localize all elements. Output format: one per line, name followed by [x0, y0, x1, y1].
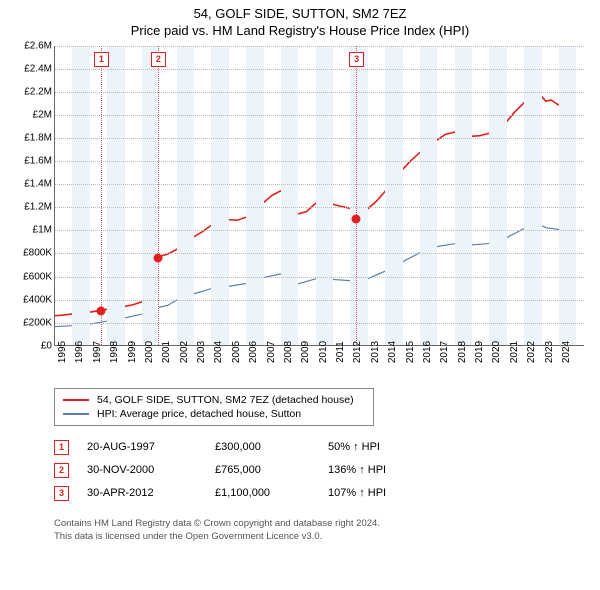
- footer: Contains HM Land Registry data © Crown c…: [54, 517, 592, 544]
- legend-label-hpi: HPI: Average price, detached house, Sutt…: [97, 408, 301, 420]
- legend-swatch-price-paid: [63, 399, 89, 401]
- xtick-label: 2005: [231, 341, 242, 363]
- xtick-label: 2000: [144, 341, 155, 363]
- gridline-h: [55, 46, 584, 47]
- gridline-h: [55, 138, 584, 139]
- sale-vertical: [158, 46, 159, 345]
- sale-dot-3: [352, 214, 361, 223]
- sale-delta: 107% ↑ HPI: [328, 487, 428, 499]
- xtick-label: 2013: [370, 341, 381, 363]
- xtick-label: 2021: [509, 341, 520, 363]
- gridline-h: [55, 230, 584, 231]
- sale-price: £300,000: [215, 441, 310, 453]
- gridline-h: [55, 277, 584, 278]
- xtick-label: 2016: [422, 341, 433, 363]
- footer-line2: This data is licensed under the Open Gov…: [54, 531, 322, 542]
- legend-label-price-paid: 54, GOLF SIDE, SUTTON, SM2 7EZ (detached…: [97, 394, 354, 406]
- xtick-label: 2002: [179, 341, 190, 363]
- sale-vertical: [356, 46, 357, 345]
- gridline-h: [55, 184, 584, 185]
- sale-price: £1,100,000: [215, 487, 310, 499]
- sales-table: 1 20-AUG-1997 £300,000 50% ↑ HPI 2 30-NOV-200…: [54, 436, 592, 505]
- xtick-label: 2012: [352, 341, 363, 363]
- sale-dot-1: [96, 307, 105, 316]
- sale-badge-3: 3: [54, 486, 69, 501]
- sale-badge-1: 1: [54, 440, 69, 455]
- sale-price: £765,000: [215, 464, 310, 476]
- gridline-h: [55, 115, 584, 116]
- ytick-label: £400K: [8, 294, 52, 305]
- sale-delta: 50% ↑ HPI: [328, 441, 428, 453]
- sale-date: 30-APR-2012: [87, 487, 197, 499]
- xtick-label: 1997: [92, 341, 103, 363]
- ytick-label: £2M: [8, 110, 52, 121]
- xtick-label: 1995: [57, 341, 68, 363]
- chart-title: 54, GOLF SIDE, SUTTON, SM2 7EZ Price pai…: [8, 6, 592, 40]
- xtick-label: 2022: [526, 341, 537, 363]
- ytick-label: £2.2M: [8, 86, 52, 97]
- ytick-label: £0: [8, 340, 52, 351]
- sale-badge-3: 3: [349, 52, 364, 67]
- xtick-label: 2006: [248, 341, 259, 363]
- gridline-h: [55, 300, 584, 301]
- gridline-h: [55, 92, 584, 93]
- chart-area: 1 2 3 £0 £200K £400K £600K £800K £1M £1.2M £1.4M £…: [8, 46, 592, 386]
- xtick-label: 2007: [266, 341, 277, 363]
- gridline-h: [55, 69, 584, 70]
- xtick-label: 2015: [405, 341, 416, 363]
- xtick-label: 2010: [318, 341, 329, 363]
- legend: 54, GOLF SIDE, SUTTON, SM2 7EZ (detached…: [54, 388, 374, 426]
- sale-badge-2: 2: [151, 52, 166, 67]
- plot-region: 1 2 3: [54, 46, 584, 346]
- xtick-label: 2003: [196, 341, 207, 363]
- sales-row: 2 30-NOV-2000 £765,000 136% ↑ HPI: [54, 459, 592, 482]
- xtick-label: 2020: [491, 341, 502, 363]
- gridline-h: [55, 207, 584, 208]
- xtick-label: 2023: [544, 341, 555, 363]
- title-line2: Price paid vs. HM Land Registry's House …: [131, 23, 469, 38]
- xtick-label: 2008: [283, 341, 294, 363]
- ytick-label: £600K: [8, 271, 52, 282]
- chart-container: 54, GOLF SIDE, SUTTON, SM2 7EZ Price pai…: [0, 0, 600, 590]
- sale-date: 30-NOV-2000: [87, 464, 197, 476]
- sale-badge-1: 1: [94, 52, 109, 67]
- ytick-label: £2.6M: [8, 40, 52, 51]
- sales-row: 1 20-AUG-1997 £300,000 50% ↑ HPI: [54, 436, 592, 459]
- xtick-label: 2024: [561, 341, 572, 363]
- ytick-label: £1.4M: [8, 179, 52, 190]
- xtick-label: 1999: [127, 341, 138, 363]
- ytick-label: £1.2M: [8, 202, 52, 213]
- sale-vertical: [101, 46, 102, 345]
- xtick-label: 1996: [74, 341, 85, 363]
- xtick-label: 2001: [161, 341, 172, 363]
- xtick-label: 1998: [109, 341, 120, 363]
- footer-line1: Contains HM Land Registry data © Crown c…: [54, 518, 380, 529]
- xtick-label: 2017: [439, 341, 450, 363]
- xtick-label: 2014: [387, 341, 398, 363]
- xtick-label: 2018: [457, 341, 468, 363]
- xtick-label: 2019: [474, 341, 485, 363]
- legend-item-price-paid: 54, GOLF SIDE, SUTTON, SM2 7EZ (detached…: [63, 393, 365, 407]
- gridline-h: [55, 161, 584, 162]
- ytick-label: £1M: [8, 225, 52, 236]
- xtick-label: 2004: [213, 341, 224, 363]
- sale-date: 20-AUG-1997: [87, 441, 197, 453]
- ytick-label: £200K: [8, 317, 52, 328]
- sale-delta: 136% ↑ HPI: [328, 464, 428, 476]
- ytick-label: £1.8M: [8, 133, 52, 144]
- ytick-label: £1.6M: [8, 156, 52, 167]
- sales-row: 3 30-APR-2012 £1,100,000 107% ↑ HPI: [54, 482, 592, 505]
- xtick-label: 2009: [300, 341, 311, 363]
- ytick-label: £800K: [8, 248, 52, 259]
- gridline-h: [55, 253, 584, 254]
- ytick-label: £2.4M: [8, 63, 52, 74]
- gridline-h: [55, 323, 584, 324]
- sale-dot-2: [153, 253, 162, 262]
- legend-item-hpi: HPI: Average price, detached house, Sutt…: [63, 407, 365, 421]
- sale-badge-2: 2: [54, 463, 69, 478]
- legend-swatch-hpi: [63, 413, 89, 415]
- xtick-label: 2011: [335, 341, 346, 363]
- title-line1: 54, GOLF SIDE, SUTTON, SM2 7EZ: [194, 6, 407, 21]
